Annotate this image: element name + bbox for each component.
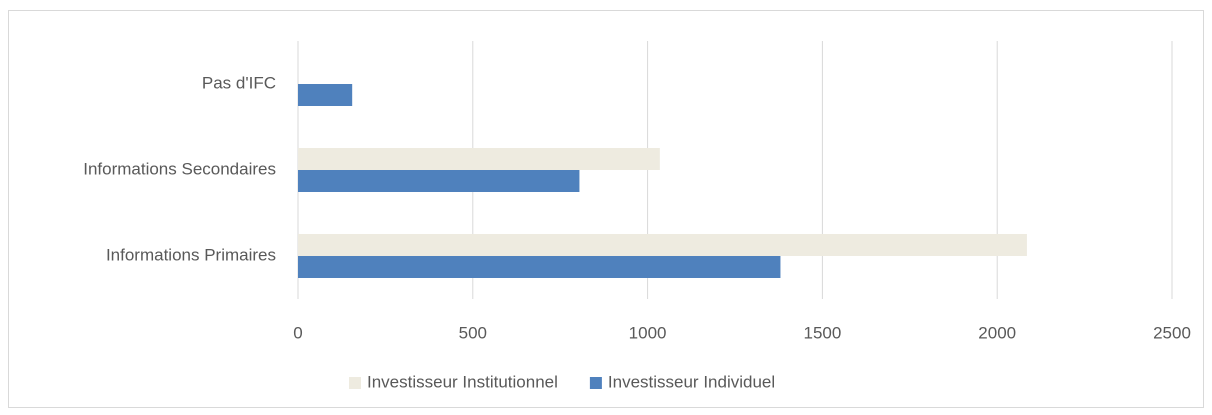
y-tick-label: Pas d'IFC bbox=[202, 73, 276, 92]
bar bbox=[298, 256, 781, 278]
x-tick-label: 2000 bbox=[978, 323, 1016, 342]
x-tick-label: 500 bbox=[459, 323, 487, 342]
x-tick-label: 0 bbox=[293, 323, 302, 342]
chart-frame bbox=[8, 10, 1204, 408]
bar bbox=[298, 84, 353, 106]
legend-label: Investisseur Individuel bbox=[608, 372, 775, 391]
legend-label: Investisseur Institutionnel bbox=[367, 372, 558, 391]
x-tick-label: 1500 bbox=[803, 323, 841, 342]
bar bbox=[298, 148, 660, 170]
bar bbox=[298, 170, 580, 192]
x-tick-label: 2500 bbox=[1153, 323, 1191, 342]
legend-swatch bbox=[349, 377, 361, 389]
y-tick-label: Informations Secondaires bbox=[83, 159, 276, 178]
x-tick-label: 1000 bbox=[629, 323, 667, 342]
y-tick-label: Informations Primaires bbox=[106, 245, 276, 264]
bar bbox=[298, 234, 1027, 256]
legend-swatch bbox=[589, 377, 602, 389]
